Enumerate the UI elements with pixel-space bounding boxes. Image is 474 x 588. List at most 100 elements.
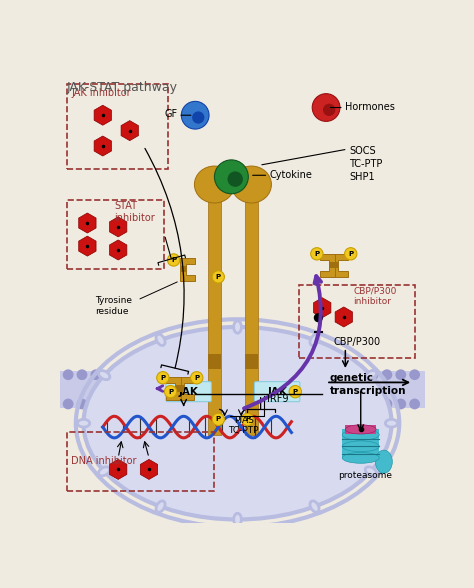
Circle shape — [191, 372, 203, 384]
Circle shape — [173, 369, 184, 380]
Text: JAK inhibitor: JAK inhibitor — [71, 88, 131, 98]
Ellipse shape — [342, 429, 379, 440]
Bar — [178, 386, 184, 392]
Circle shape — [284, 369, 295, 380]
Circle shape — [201, 399, 212, 409]
Bar — [66, 200, 164, 269]
Circle shape — [160, 369, 171, 380]
Ellipse shape — [83, 327, 392, 519]
Circle shape — [271, 399, 282, 409]
Circle shape — [63, 399, 73, 409]
Bar — [245, 354, 257, 369]
Text: P: P — [160, 375, 165, 381]
Ellipse shape — [99, 370, 110, 380]
Circle shape — [160, 399, 171, 409]
Bar — [66, 85, 168, 169]
Bar — [342, 429, 379, 458]
Text: CBP/P300
inhibitor: CBP/P300 inhibitor — [353, 286, 396, 306]
Circle shape — [118, 399, 129, 409]
Polygon shape — [109, 459, 127, 479]
Circle shape — [243, 399, 254, 409]
Circle shape — [118, 369, 129, 380]
Polygon shape — [320, 254, 335, 277]
Circle shape — [182, 101, 209, 129]
Text: P: P — [314, 251, 319, 257]
Text: P: P — [216, 416, 221, 422]
Circle shape — [354, 399, 365, 409]
Circle shape — [354, 369, 365, 380]
Bar — [346, 425, 376, 434]
Circle shape — [312, 399, 323, 409]
Text: PIAS
TC-PTP: PIAS TC-PTP — [228, 416, 259, 435]
Circle shape — [298, 399, 309, 409]
Ellipse shape — [310, 501, 319, 512]
Polygon shape — [94, 136, 111, 156]
Circle shape — [77, 369, 87, 380]
Ellipse shape — [156, 334, 165, 346]
Text: P: P — [171, 257, 176, 263]
Ellipse shape — [375, 450, 392, 473]
Circle shape — [104, 369, 115, 380]
Circle shape — [164, 386, 177, 398]
Circle shape — [228, 172, 243, 187]
Ellipse shape — [365, 370, 376, 380]
Ellipse shape — [365, 467, 376, 476]
Circle shape — [104, 399, 115, 409]
Ellipse shape — [231, 166, 272, 203]
Polygon shape — [79, 213, 96, 233]
Text: genetic
transcription: genetic transcription — [330, 373, 406, 396]
Circle shape — [188, 399, 198, 409]
Circle shape — [323, 103, 335, 116]
Text: P: P — [348, 251, 353, 257]
Bar — [175, 386, 182, 392]
Circle shape — [146, 369, 157, 380]
Text: P: P — [168, 389, 173, 395]
Ellipse shape — [77, 419, 90, 427]
Text: Tyrosine
residue: Tyrosine residue — [95, 296, 132, 316]
Circle shape — [212, 413, 225, 426]
Polygon shape — [121, 121, 138, 141]
Circle shape — [215, 399, 226, 409]
Circle shape — [257, 369, 267, 380]
Text: STAT
inhibitor: STAT inhibitor — [114, 202, 155, 223]
Ellipse shape — [194, 166, 235, 203]
Text: JAK: JAK — [179, 387, 199, 397]
Circle shape — [132, 399, 143, 409]
Circle shape — [192, 111, 204, 123]
Circle shape — [382, 399, 392, 409]
Circle shape — [77, 399, 87, 409]
Circle shape — [395, 399, 406, 409]
Polygon shape — [140, 459, 158, 479]
Circle shape — [298, 369, 309, 380]
Circle shape — [167, 254, 180, 266]
Circle shape — [314, 313, 323, 322]
Circle shape — [257, 399, 267, 409]
Text: SOCS
TC-PTP
SHP1: SOCS TC-PTP SHP1 — [349, 146, 383, 182]
Circle shape — [340, 369, 351, 380]
Text: Hormones: Hormones — [346, 102, 395, 112]
Ellipse shape — [99, 467, 110, 476]
Text: IRF9: IRF9 — [267, 393, 288, 403]
Polygon shape — [109, 240, 127, 260]
Circle shape — [157, 372, 169, 384]
Ellipse shape — [234, 513, 241, 526]
Text: DNA inhibitor: DNA inhibitor — [71, 456, 137, 466]
Text: JAK-STAT pathway: JAK-STAT pathway — [66, 81, 178, 93]
Polygon shape — [180, 258, 195, 281]
Circle shape — [214, 160, 248, 194]
Circle shape — [368, 369, 378, 380]
Text: P: P — [245, 416, 250, 422]
Circle shape — [345, 248, 357, 260]
Bar — [66, 432, 214, 491]
Polygon shape — [314, 298, 331, 318]
Bar — [180, 266, 186, 272]
Circle shape — [382, 369, 392, 380]
Text: Cytokine: Cytokine — [270, 171, 313, 181]
Circle shape — [310, 248, 323, 260]
Circle shape — [188, 369, 198, 380]
Circle shape — [241, 413, 254, 426]
Polygon shape — [332, 254, 347, 277]
Circle shape — [312, 369, 323, 380]
Text: JAK: JAK — [267, 387, 287, 397]
Bar — [332, 262, 338, 269]
